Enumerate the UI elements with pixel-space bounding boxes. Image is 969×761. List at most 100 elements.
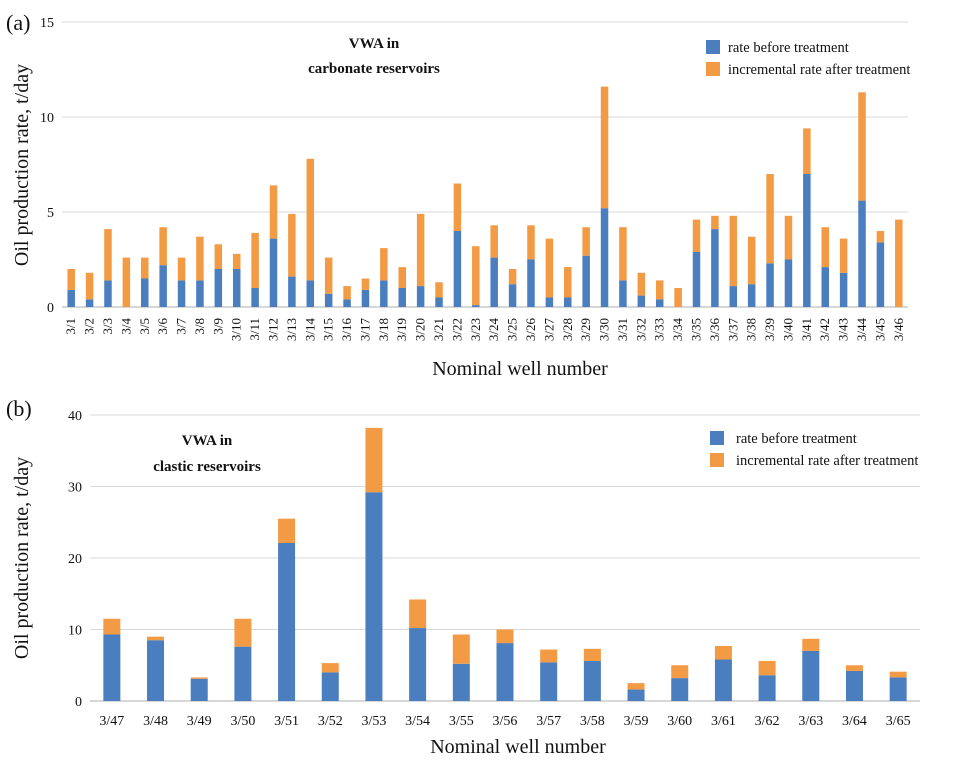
panel-a-bar-before [159,265,167,307]
panel-a-xtick-label: 3/9 [210,318,225,335]
panel-a-bar-incremental [600,86,609,209]
panel-a-bar-before [821,267,829,307]
panel-a-xtick-label: 3/11 [247,318,262,341]
panel-b-bar-before [278,542,296,701]
panel-b-bar-before [671,678,689,701]
panel-b-xtick-label: 3/58 [580,714,605,729]
panel-b-legend-swatch-incremental [710,453,724,467]
panel-a-bar-before [269,238,278,307]
panel-b-bar-before [409,628,427,701]
panel-a-bar-before [655,299,664,307]
panel-a-bar-before [527,259,535,307]
panel-a-title-line1: VWA in [349,36,400,52]
panel-b-xtick-label: 3/59 [624,714,649,729]
panel-b-bar-incremental [278,518,296,543]
panel-b-xtick-label: 3/50 [230,714,255,729]
panel-a-bar-before [398,288,406,307]
panel-b-xtick-label: 3/63 [798,714,823,729]
panel-b-bar-before [103,634,121,701]
panel-b-ytick-label: 10 [68,624,82,639]
panel-b-bar-before [147,640,165,701]
panel-a-bar-before [232,269,241,307]
panel-a-bar-before [104,280,112,307]
panel-a-bar-before [729,286,738,307]
panel-a-bar-incremental [527,225,535,260]
panel-a-xtick-label: 3/24 [486,318,501,342]
panel-a-ytick-label: 0 [47,301,54,316]
panel-b-xtick-label: 3/48 [143,714,168,729]
panel-a-bar-before [380,280,388,307]
panel-a-ytick-label: 10 [40,111,54,126]
panel-a-bar-incremental [67,269,75,290]
panel-a-bar-incremental [747,236,756,285]
panel-b-ylabel: Oil production rate, t/day [11,457,33,659]
panel-b-bar-incremental [671,665,689,679]
panel-b-xtick-label: 3/57 [536,714,561,729]
panel-a-bar-before [619,280,627,307]
panel-a-bar-incremental [711,215,719,230]
panel-a-bar-before [214,269,223,307]
panel-a-xtick-label: 3/40 [780,318,795,341]
panel-a-bar-incremental [196,236,204,281]
panel-b-plot: 0 10 20 30 40 3/47 3/48 3/49 3/50 3/51 3/52 3/53 3/5… [68,409,920,729]
panel-b-bar-incremental [103,618,121,635]
panel-a-bar-incremental [177,257,186,281]
panel-b-xtick-label: 3/64 [842,714,867,729]
panel-b-xtick-label: 3/62 [755,714,780,729]
panel-a-xtick-label: 3/12 [266,318,281,341]
panel-a-bar-incremental [619,227,627,281]
panel-a-bar-incremental [692,219,701,252]
panel-a-bar-incremental [766,174,774,264]
panel-a-ylabel: Oil production rate, t/day [11,64,33,266]
panel-a-xtick-label: 3/28 [560,318,575,341]
panel-b-bar-incremental [409,599,427,629]
panel-b-xtick-label: 3/56 [493,714,518,729]
panel-b-bar-incremental [758,660,776,676]
panel-a-bar-before [141,278,149,307]
panel-a-xlabel: Nominal well number [432,358,608,380]
panel-a-bar-before [582,255,590,307]
panel-a-xtick-label: 3/15 [321,318,336,341]
panel-a-xtick-label: 3/1 [63,318,78,335]
panel-a-bar-incremental [472,246,480,306]
panel-b-bar-incremental [234,618,252,647]
panel-a-bar-before [306,280,315,307]
panel-b-xtick-label: 3/61 [711,714,736,729]
panel-b-ytick-label: 30 [68,481,82,496]
panel-b-bar-incremental [452,634,470,664]
panel-b-legend-label-before: rate before treatment [736,431,857,447]
panel-a-xtick-label: 3/25 [505,318,520,341]
panel-b-bar-before [627,689,645,701]
panel-b-bar-incremental [889,671,907,678]
panel-a-xtick-label: 3/5 [137,318,152,335]
panel-a-bar-before [747,284,756,307]
panel-a-bar-incremental [876,231,885,243]
panel-a-bar-incremental [141,257,149,279]
panel-b-bar-before [758,675,776,701]
panel-a-bar-incremental [232,253,241,269]
panel-a-xtick-label: 3/20 [413,318,428,341]
panel-a-bar-incremental [582,227,590,256]
panel-a-bar-before [803,174,811,307]
panel-a-bar-incremental [508,269,517,285]
panel-a-bar-incremental [416,213,425,287]
panel-a-xtick-label: 3/38 [744,318,759,341]
panel-a-bar-before [361,289,370,307]
panel-b-bar-before [845,670,863,701]
panel-a-bar-incremental [729,215,738,287]
panel-a-bar-before [490,257,498,307]
panel-a-bar-incremental [159,227,167,266]
panel-a-xtick-label: 3/31 [615,318,630,341]
panel-a-xtick-label: 3/13 [284,318,299,341]
panel-a-bar-incremental [324,257,333,294]
panel-a-bar-incremental [839,238,848,273]
panel-b-bar-incremental [802,638,820,651]
panel-b-bar-incremental [190,677,208,679]
panel-a-bar-before [324,293,333,307]
panel-a-xtick-label: 3/10 [229,318,244,341]
panel-a-bar-before [508,284,517,307]
panel-a-xtick-label: 3/32 [633,318,648,341]
panel-a-bar-before [692,251,701,307]
panel-a-xtick-label: 3/42 [817,318,832,341]
